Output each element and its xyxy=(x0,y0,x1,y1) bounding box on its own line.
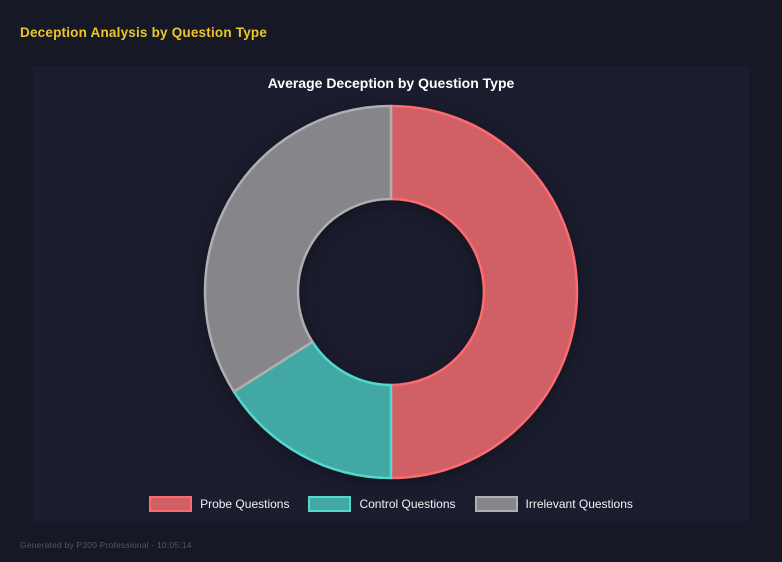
legend-label-control-questions: Control Questions xyxy=(359,497,456,511)
donut-segment-irrelevant-questions[interactable] xyxy=(203,104,393,393)
chart-legend: Probe Questions Control Questions Irrele… xyxy=(33,495,749,513)
legend-item-probe-questions[interactable]: Probe Questions xyxy=(149,496,289,512)
footer-text: Generated by P300 Professional - 10:05:1… xyxy=(20,540,192,550)
donut-segment-control-questions[interactable] xyxy=(232,340,393,480)
page-title: Deception Analysis by Question Type xyxy=(20,25,268,40)
donut-segment-probe-questions[interactable] xyxy=(389,104,579,480)
chart-title: Average Deception by Question Type xyxy=(267,75,515,91)
legend-label-irrelevant-questions: Irrelevant Questions xyxy=(525,497,633,511)
legend-label-probe-questions: Probe Questions xyxy=(200,497,290,511)
legend-swatch-irrelevant-questions xyxy=(474,496,518,512)
legend-swatch-probe-questions xyxy=(149,496,193,512)
chart-panel: Average Deception by Question Type Probe… xyxy=(33,66,749,521)
doughnut-chart[interactable] xyxy=(196,97,586,487)
legend-item-irrelevant-questions[interactable]: Irrelevant Questions xyxy=(474,496,633,512)
legend-swatch-control-questions xyxy=(308,496,352,512)
legend-item-control-questions[interactable]: Control Questions xyxy=(308,496,456,512)
